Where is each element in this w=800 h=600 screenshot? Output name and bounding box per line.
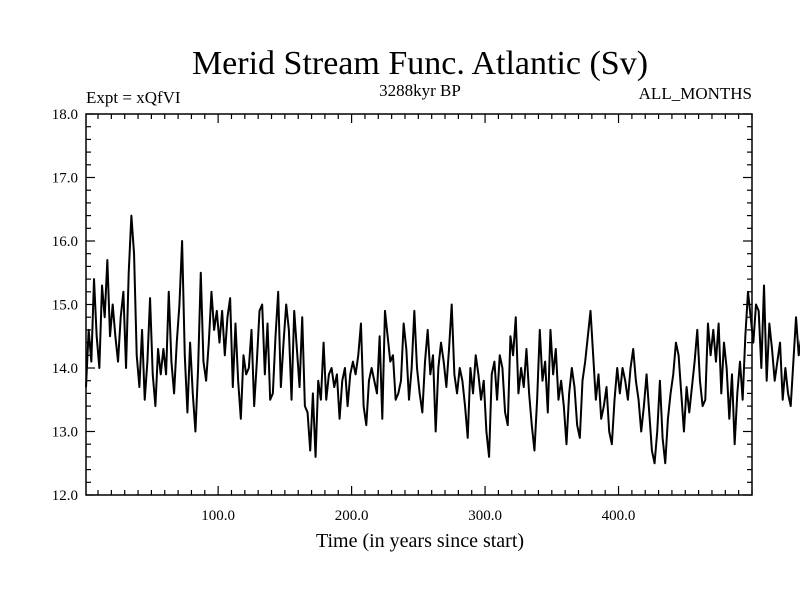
axis-tick-labels: 100.0 200.0 300.0 400.0 12.0 13.0 14.0 15.0 16.0… bbox=[52, 107, 636, 524]
x-axis-label: Time (in years since start) bbox=[316, 530, 524, 552]
x-tick-label: 400.0 bbox=[602, 508, 636, 524]
y-tick-label: 13.0 bbox=[52, 425, 78, 441]
plot-area-frame bbox=[85, 113, 753, 496]
experiment-label: Expt = xQfVI bbox=[86, 88, 181, 107]
series-line bbox=[85, 214, 800, 465]
y-tick-label: 17.0 bbox=[52, 171, 78, 187]
y-tick-label: 14.0 bbox=[52, 361, 78, 377]
y-tick-label: 18.0 bbox=[52, 107, 78, 123]
y-tick-label: 15.0 bbox=[52, 298, 78, 314]
chart-title: Merid Stream Func. Atlantic (Sv) bbox=[192, 45, 648, 82]
y-tick-label: 12.0 bbox=[52, 488, 78, 504]
months-label: ALL_MONTHS bbox=[639, 84, 752, 103]
axis-ticks bbox=[86, 113, 753, 496]
x-tick-label: 100.0 bbox=[201, 508, 235, 524]
x-tick-label: 200.0 bbox=[335, 508, 369, 524]
period-label: 3288kyr BP bbox=[379, 81, 461, 100]
y-tick-label: 16.0 bbox=[52, 234, 78, 250]
x-tick-label: 300.0 bbox=[468, 508, 502, 524]
